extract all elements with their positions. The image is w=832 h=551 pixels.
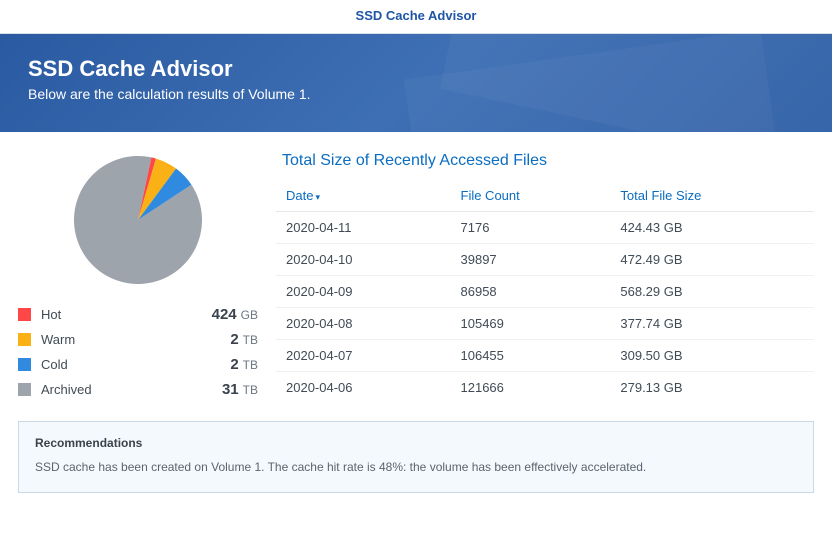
table-column-header[interactable]: Date▾ <box>276 180 451 212</box>
table-row[interactable]: 2020-04-1039897472.49 GB <box>276 244 814 276</box>
table-row[interactable]: 2020-04-07106455309.50 GB <box>276 340 814 372</box>
banner: SSD Cache Advisor Below are the calculat… <box>0 34 832 132</box>
table-column-header[interactable]: Total File Size <box>610 180 814 212</box>
data-table: Date▾ File Count Total File Size 2020-04-1… <box>276 180 814 403</box>
table-row[interactable]: 2020-04-0986958568.29 GB <box>276 276 814 308</box>
table-cell: 472.49 GB <box>610 244 814 276</box>
table-cell: 2020-04-11 <box>276 212 451 244</box>
legend-swatch <box>18 358 31 371</box>
left-column: Hot424 GB Warm2 TB Cold2 TB Archived31 TB <box>18 146 258 402</box>
legend-swatch <box>18 333 31 346</box>
legend-unit: TB <box>243 333 258 347</box>
table-cell: 279.13 GB <box>610 372 814 404</box>
legend-unit: GB <box>241 308 258 322</box>
table-row[interactable]: 2020-04-117176424.43 GB <box>276 212 814 244</box>
legend-unit: TB <box>243 358 258 372</box>
table-cell: 86958 <box>451 276 611 308</box>
banner-subtitle: Below are the calculation results of Vol… <box>28 86 804 102</box>
table-header-row: Date▾ File Count Total File Size <box>276 180 814 212</box>
table-cell: 2020-04-09 <box>276 276 451 308</box>
table-cell: 377.74 GB <box>610 308 814 340</box>
table-row[interactable]: 2020-04-06121666279.13 GB <box>276 372 814 404</box>
pie-chart-wrap <box>18 146 258 302</box>
legend-row: Cold2 TB <box>18 352 258 377</box>
banner-title: SSD Cache Advisor <box>28 56 804 82</box>
table-cell: 424.43 GB <box>610 212 814 244</box>
table-cell: 7176 <box>451 212 611 244</box>
column-label: Date <box>286 188 313 203</box>
top-title: SSD Cache Advisor <box>0 0 832 34</box>
pie-legend: Hot424 GB Warm2 TB Cold2 TB Archived31 TB <box>18 302 258 402</box>
table-title: Total Size of Recently Accessed Files <box>276 146 814 180</box>
recommendations-title: Recommendations <box>35 436 797 450</box>
table-cell: 105469 <box>451 308 611 340</box>
table-column-header[interactable]: File Count <box>451 180 611 212</box>
table-cell: 121666 <box>451 372 611 404</box>
table-cell: 106455 <box>451 340 611 372</box>
content-area: Hot424 GB Warm2 TB Cold2 TB Archived31 TB Total… <box>0 132 832 411</box>
legend-unit: TB <box>243 383 258 397</box>
legend-label: Archived <box>41 382 222 397</box>
right-column: Total Size of Recently Accessed Files Da… <box>276 146 814 403</box>
table-cell: 309.50 GB <box>610 340 814 372</box>
sort-desc-icon: ▾ <box>315 192 320 202</box>
legend-row: Hot424 GB <box>18 302 258 327</box>
legend-value: 2 <box>230 331 238 348</box>
legend-row: Warm2 TB <box>18 327 258 352</box>
legend-swatch <box>18 383 31 396</box>
pie-chart <box>68 150 208 290</box>
legend-swatch <box>18 308 31 321</box>
legend-label: Cold <box>41 357 230 372</box>
table-cell: 2020-04-08 <box>276 308 451 340</box>
table-cell: 2020-04-10 <box>276 244 451 276</box>
legend-row: Archived31 TB <box>18 377 258 402</box>
table-cell: 568.29 GB <box>610 276 814 308</box>
column-label: Total File Size <box>620 188 701 203</box>
legend-label: Hot <box>41 307 212 322</box>
table-cell: 2020-04-06 <box>276 372 451 404</box>
table-body: 2020-04-117176424.43 GB2020-04-103989747… <box>276 212 814 404</box>
recommendations-box: Recommendations SSD cache has been creat… <box>18 421 814 493</box>
recommendations-text: SSD cache has been created on Volume 1. … <box>35 460 797 474</box>
legend-value: 31 <box>222 381 239 398</box>
table-row[interactable]: 2020-04-08105469377.74 GB <box>276 308 814 340</box>
table-cell: 2020-04-07 <box>276 340 451 372</box>
column-label: File Count <box>461 188 520 203</box>
legend-value: 2 <box>230 356 238 373</box>
table-cell: 39897 <box>451 244 611 276</box>
legend-value: 424 <box>212 306 237 323</box>
legend-label: Warm <box>41 332 230 347</box>
